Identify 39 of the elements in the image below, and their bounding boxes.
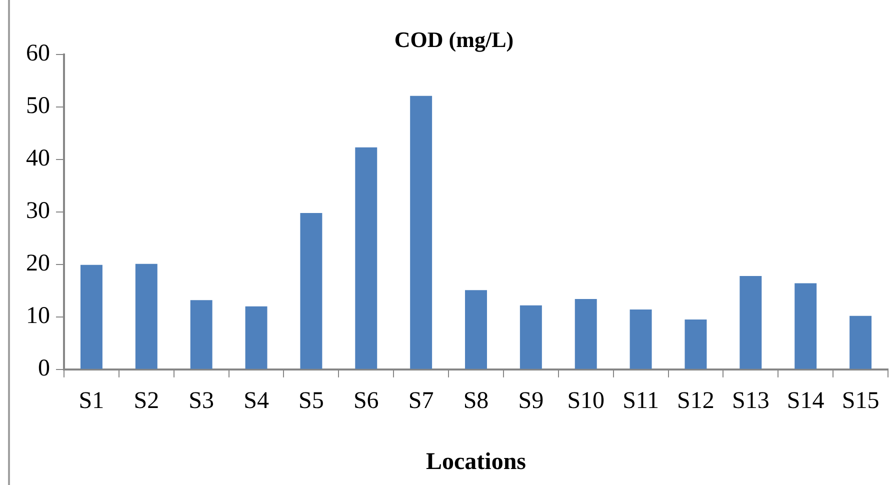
bar [410,96,432,369]
y-tick-label: 10 [26,303,50,330]
x-tick-label: S12 [677,388,714,414]
y-tick-label: 30 [26,198,50,224]
chart-title: COD (mg/L) [394,26,514,52]
x-tick-label: S11 [622,388,660,414]
x-axis-title: Locations [426,448,526,475]
x-tick-label: S6 [353,388,379,414]
y-tick-label: 0 [38,356,50,382]
bar [300,212,322,369]
x-tick-label: S2 [134,388,160,414]
y-tick-label: 40 [26,146,50,172]
bar [574,299,597,369]
bar [245,306,268,369]
bar [465,290,487,369]
x-tick-label: S14 [786,388,824,414]
x-tick-label: S13 [732,388,770,414]
bar [80,264,102,369]
bar [355,147,378,369]
bar [135,264,158,369]
y-tick-label: 50 [26,93,50,120]
x-tick-label: S7 [408,388,434,414]
y-tick-label: 20 [26,250,50,277]
bar [850,316,872,369]
x-tick-label: S4 [244,388,269,414]
bar [520,305,542,369]
x-tick-label: S10 [567,388,605,414]
x-tick-label: S5 [298,388,324,414]
bar [740,276,762,369]
bar [190,300,212,369]
y-tick-label: 60 [26,40,50,67]
bar [684,320,707,369]
bar [630,310,652,369]
bar [794,283,817,369]
x-tick-label: S8 [463,388,489,414]
x-tick-label: S3 [188,388,214,414]
x-tick-label: S9 [518,388,544,414]
x-tick-label: S15 [842,388,880,414]
x-tick-label: S1 [78,388,104,414]
